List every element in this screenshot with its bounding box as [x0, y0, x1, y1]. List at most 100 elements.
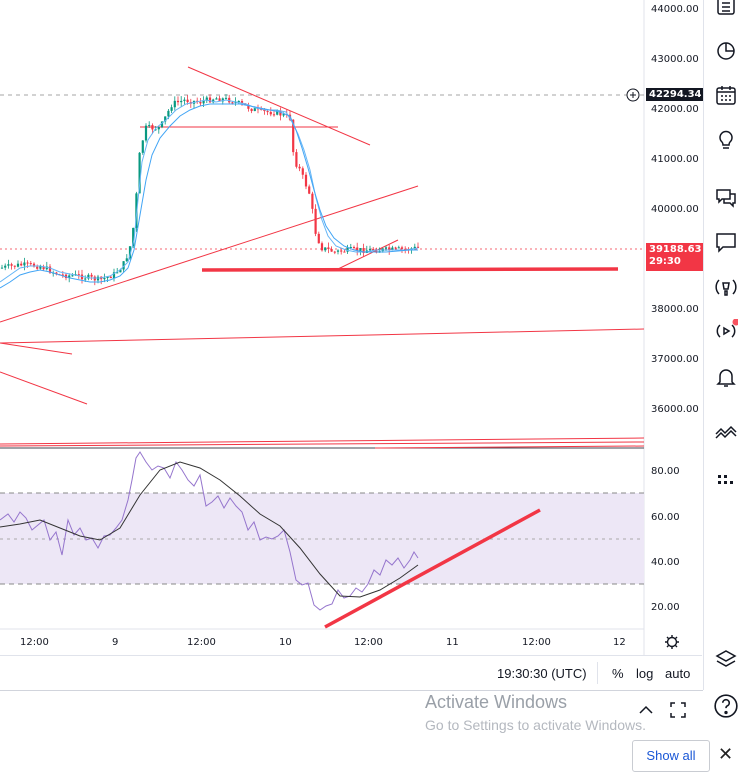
candle-body	[221, 98, 224, 102]
candle-body	[359, 248, 362, 252]
last-price-value: 39188.63	[649, 244, 702, 255]
candle-body	[372, 248, 375, 251]
percent-toggle[interactable]: %	[612, 666, 624, 681]
candle-body	[282, 114, 285, 116]
auto-toggle[interactable]: auto	[665, 666, 691, 681]
main-chart[interactable]: 44000.00 43000.00 42000.00 41000.00 4000…	[0, 0, 703, 655]
last-price-label: 39188.63 29:30	[646, 243, 705, 271]
log-toggle[interactable]: log	[636, 666, 654, 681]
time-tick: 12:00	[187, 637, 216, 648]
candle-body	[132, 227, 135, 247]
activate-windows-subtitle: Go to Settings to activate Windows.	[425, 717, 646, 733]
rsi-axis[interactable]: 80.00 60.00 40.00 20.00	[651, 466, 680, 613]
candle-body	[253, 108, 256, 112]
dots-icon[interactable]	[714, 467, 738, 491]
candle-body	[416, 246, 420, 248]
candle-body	[352, 247, 356, 249]
candle-body	[16, 263, 20, 267]
candle-body	[84, 278, 87, 280]
candle-body	[144, 125, 148, 141]
candle-body	[7, 264, 10, 266]
time-axis[interactable]: 12:00 9 12:00 10 12:00 11 12:00 12	[20, 637, 626, 648]
chart-lines-icon[interactable]	[714, 422, 738, 446]
candle-body	[48, 266, 52, 273]
candle-body	[295, 152, 298, 167]
clock-icon[interactable]	[714, 38, 738, 62]
candle-body	[404, 248, 407, 250]
plus-icon[interactable]	[626, 88, 640, 102]
candle-body	[237, 101, 240, 103]
right-toolbar	[703, 0, 746, 690]
price-tick: 42000.00	[651, 104, 699, 115]
utc-clock[interactable]: 19:30:30 (UTC)	[497, 666, 587, 681]
help-icon[interactable]	[713, 693, 739, 719]
candle-body	[391, 247, 394, 251]
candle-body	[384, 247, 388, 249]
settings-icon[interactable]	[665, 635, 679, 649]
candle-body	[39, 266, 42, 269]
candle-body	[122, 261, 125, 270]
broadcast-icon[interactable]	[714, 275, 738, 299]
candle-body	[71, 275, 74, 277]
candle-body	[356, 247, 359, 252]
candle-body	[90, 274, 93, 277]
candle-body	[109, 276, 112, 279]
candle-body	[176, 100, 180, 103]
lightbulb-icon[interactable]	[714, 128, 738, 152]
play-icon[interactable]	[714, 319, 738, 343]
candle-body	[125, 258, 128, 262]
support-line[interactable]	[201, 267, 619, 272]
candle-body	[183, 99, 186, 101]
candle-body	[29, 263, 32, 265]
drawing-trendlines[interactable]	[0, 66, 645, 449]
candle-body	[349, 247, 352, 249]
candle-body	[212, 99, 215, 103]
bell-icon[interactable]	[714, 365, 738, 389]
show-all-button[interactable]: Show all	[632, 740, 710, 772]
list-icon[interactable]	[714, 0, 738, 18]
candle-body	[119, 269, 122, 273]
chat-icon[interactable]	[714, 230, 738, 254]
chat-bubbles-icon[interactable]	[714, 186, 738, 210]
candle-body	[180, 100, 183, 103]
candle-body	[324, 247, 327, 251]
time-tick: 11	[446, 637, 459, 648]
candle-body	[205, 97, 208, 101]
footer-panel	[0, 690, 703, 783]
calendar-icon[interactable]	[714, 83, 738, 107]
candle-body	[343, 251, 346, 253]
candle-body	[151, 125, 154, 130]
fullscreen-icon[interactable]	[668, 700, 688, 720]
candle-body	[231, 102, 234, 104]
crosshair-price-label: 42294.34	[646, 88, 705, 101]
activate-windows-title: Activate Windows	[425, 692, 568, 712]
candle-body	[20, 263, 23, 266]
candle-body	[208, 97, 212, 103]
candle-body	[368, 248, 372, 251]
rsi-trendline[interactable]	[324, 508, 541, 629]
price-tick: 41000.00	[651, 154, 699, 165]
candle-body	[292, 119, 295, 153]
chevron-up-icon[interactable]	[636, 700, 656, 720]
candle-body	[160, 121, 164, 128]
time-tick: 12	[613, 637, 626, 648]
candle-body	[362, 248, 365, 253]
candle-body	[112, 272, 116, 279]
ema-fast-line	[0, 99, 419, 283]
candle-body	[276, 110, 279, 115]
price-tick: 38000.00	[651, 304, 699, 315]
candle-body	[215, 98, 218, 100]
candle-body	[304, 174, 308, 187]
candle-body	[164, 116, 167, 122]
rsi-line	[0, 451, 419, 611]
candle-body	[311, 193, 314, 209]
close-icon[interactable]: ✕	[718, 744, 734, 764]
candle-body	[68, 275, 71, 279]
candle-body	[218, 98, 221, 102]
price-axis[interactable]: 44000.00 43000.00 42000.00 41000.00 4000…	[651, 4, 699, 415]
layers-icon[interactable]	[714, 648, 738, 672]
candle-body	[61, 274, 64, 276]
candle-body	[250, 108, 253, 112]
candle-body	[317, 233, 320, 244]
price-tick: 37000.00	[651, 354, 699, 365]
